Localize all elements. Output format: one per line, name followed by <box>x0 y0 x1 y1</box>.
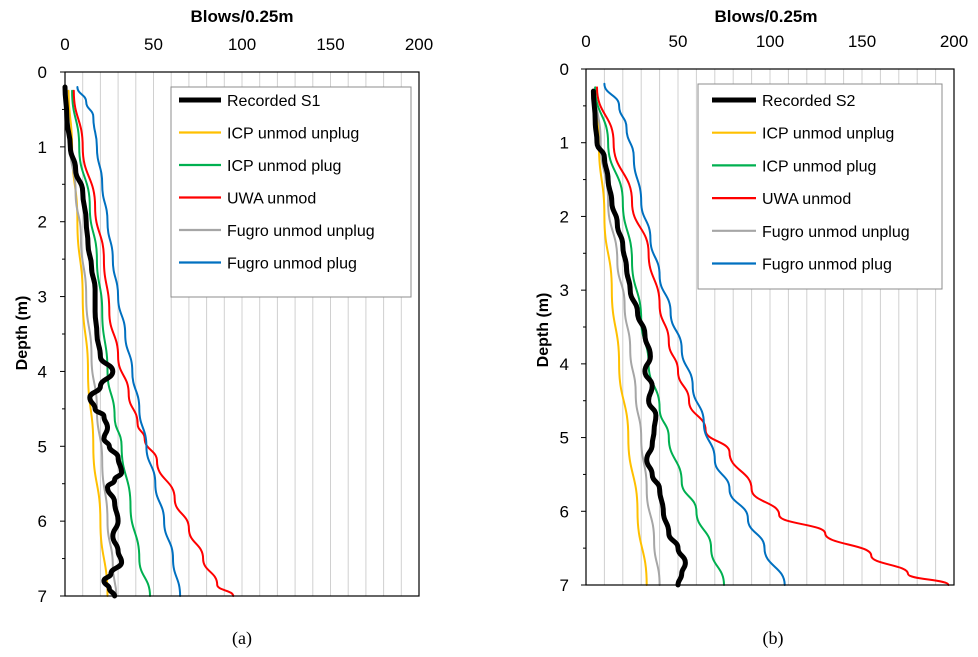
x-tick-label: 200 <box>405 35 433 54</box>
x-tick-label: 50 <box>144 35 163 54</box>
plot-frame-b <box>585 68 955 586</box>
x-ticks-a: 0 50 100 150 200 <box>60 35 433 54</box>
x-tick-label: 0 <box>581 32 590 51</box>
series-group-a <box>62 84 235 599</box>
legend-label: ICP unmod plug <box>762 158 876 175</box>
legend-label: Fugro unmod plug <box>762 257 892 274</box>
y-axis-title-b: Depth (m) <box>535 293 552 368</box>
panel-label-a: (a) <box>232 628 252 649</box>
y-tick-label: 0 <box>560 60 569 79</box>
legend-label: Fugro unmod plug <box>227 256 357 273</box>
y-tick-label: 5 <box>560 429 569 448</box>
legend-a: Recorded S1 ICP unmod unplug ICP unmod plu… <box>170 86 412 298</box>
series-line-fugro-unmod-plug <box>76 86 182 597</box>
legend-b: Recorded S2 ICP unmod unplug ICP unmod plu… <box>697 83 943 290</box>
legend-label: Recorded S1 <box>227 93 320 110</box>
legend-label: ICP unmod unplug <box>762 126 894 143</box>
chart-panel-a: Blows/0.25m 0 50 100 150 200 0 1 2 3 4 5 6 7 Depth … <box>14 7 433 649</box>
y-tick-label: 6 <box>38 512 47 531</box>
y-tick-label: 2 <box>560 207 569 226</box>
legend-label: Fugro unmod unplug <box>227 223 375 240</box>
x-axis-title-b: Blows/0.25m <box>715 7 818 26</box>
y-tick-label: 1 <box>38 138 47 157</box>
x-tick-label: 100 <box>756 32 784 51</box>
series-line-icp-unmod-plug <box>71 89 151 597</box>
series-line-uwa-unmod <box>596 86 950 586</box>
y-tick-label: 6 <box>560 502 569 521</box>
y-tick-label: 0 <box>38 63 47 82</box>
x-tick-label: 0 <box>60 35 69 54</box>
x-tick-label: 150 <box>848 32 876 51</box>
y-tick-label: 2 <box>38 213 47 232</box>
y-tick-label: 7 <box>560 576 569 595</box>
chart-panel-b: Blows/0.25m 0 50 100 150 200 0 1 2 3 4 5 6 7 Depth … <box>535 7 968 649</box>
y-tick-label: 4 <box>38 362 47 381</box>
y-tick-label: 1 <box>560 134 569 153</box>
x-axis-title-a: Blows/0.25m <box>191 7 294 26</box>
y-axis-title-a: Depth (m) <box>14 296 31 371</box>
x-ticks-b: 0 50 100 150 200 <box>581 32 968 51</box>
plot-frame-a <box>64 71 420 597</box>
y-tick-label: 5 <box>38 437 47 456</box>
series-line-recorded-s2 <box>590 88 688 588</box>
series-line-icp-unmod-unplug <box>594 86 648 586</box>
legend-label: UWA unmod <box>762 191 851 208</box>
legend-label: ICP unmod plug <box>227 158 341 175</box>
x-tick-label: 100 <box>228 35 256 54</box>
legend-box-b <box>697 83 943 290</box>
y-tick-label: 4 <box>560 355 569 374</box>
y-tick-label: 7 <box>38 587 47 606</box>
x-tick-label: 200 <box>940 32 968 51</box>
y-tick-label: 3 <box>560 281 569 300</box>
series-line-fugro-unmod-plug <box>603 82 786 586</box>
series-group-b <box>590 82 950 588</box>
y-tick-label: 3 <box>38 288 47 307</box>
y-ticks-a: 0 1 2 3 4 5 6 7 <box>38 63 65 606</box>
x-tick-label: 150 <box>316 35 344 54</box>
y-ticks-b: 0 1 2 3 4 5 6 7 <box>560 60 586 595</box>
series-line-fugro-unmod-unplug <box>65 89 118 597</box>
series-line-uwa-unmod <box>72 89 235 597</box>
series-line-recorded-s1 <box>62 84 125 599</box>
x-tick-label: 50 <box>669 32 688 51</box>
legend-label: Recorded S2 <box>762 93 855 110</box>
legend-label: UWA unmod <box>227 191 316 208</box>
panel-label-b: (b) <box>763 628 784 649</box>
legend-label: ICP unmod unplug <box>227 126 359 143</box>
legend-label: Fugro unmod unplug <box>762 224 910 241</box>
